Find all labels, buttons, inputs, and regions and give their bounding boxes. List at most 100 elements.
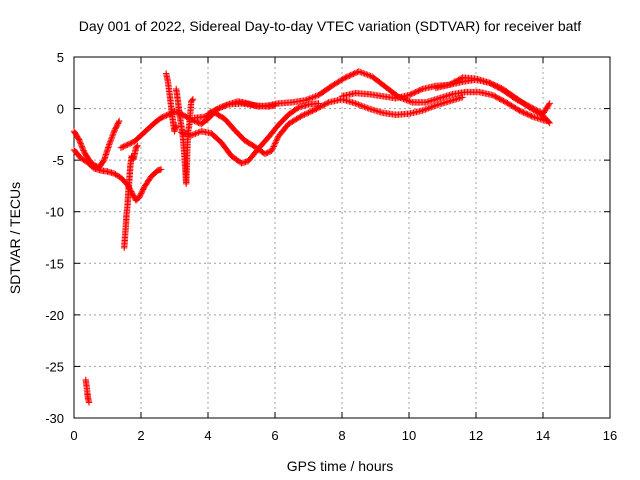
x-tick-label: 0	[70, 428, 77, 443]
data-point-marker	[409, 90, 417, 97]
data-point-marker	[412, 88, 419, 96]
data-point-marker	[315, 100, 322, 107]
data-point-marker	[120, 143, 127, 150]
series-arc-h	[178, 100, 322, 167]
data-point-marker	[545, 118, 552, 126]
data-points	[70, 68, 553, 406]
data-point-marker	[216, 104, 223, 112]
data-point-marker	[273, 137, 280, 144]
data-point-marker	[355, 68, 362, 75]
data-point-marker	[429, 103, 437, 110]
data-point-marker	[309, 107, 316, 115]
data-point-marker	[108, 135, 115, 142]
data-point-marker	[310, 93, 318, 101]
data-point-marker	[530, 105, 537, 112]
data-point-marker	[312, 106, 319, 113]
data-point-marker	[109, 132, 116, 139]
series-arc-c	[82, 376, 93, 406]
data-point-marker	[192, 130, 199, 137]
data-point-marker	[109, 131, 117, 138]
data-point-marker	[486, 79, 493, 86]
data-point-marker	[518, 98, 525, 106]
data-point-marker	[528, 113, 535, 120]
data-point-marker	[303, 96, 310, 103]
data-point-marker	[515, 106, 522, 114]
y-axis-label: SDTVAR / TECUs	[7, 182, 23, 294]
x-tick-label: 12	[469, 428, 483, 443]
x-tick-label: 10	[402, 428, 416, 443]
data-point-marker	[494, 83, 501, 91]
data-point-marker	[535, 108, 543, 115]
data-point-marker	[222, 102, 229, 109]
data-point-marker	[160, 113, 167, 120]
data-point-marker	[454, 77, 461, 84]
data-point-marker	[425, 105, 432, 112]
data-point-marker	[356, 101, 364, 109]
data-point-marker	[127, 140, 134, 147]
data-point-marker	[322, 100, 330, 108]
data-point-marker	[271, 141, 278, 149]
grid	[74, 57, 610, 418]
data-point-marker	[516, 107, 523, 114]
data-point-marker	[124, 141, 131, 148]
data-point-marker	[491, 82, 498, 89]
y-tick-label: -30	[45, 411, 64, 426]
data-point-marker	[313, 92, 321, 99]
data-point-marker	[273, 136, 281, 143]
data-point-marker	[189, 131, 196, 138]
data-point-marker	[269, 144, 277, 152]
data-point-marker	[521, 109, 529, 117]
data-point-marker	[357, 68, 364, 76]
data-point-marker	[107, 137, 115, 144]
data-point-marker	[490, 81, 497, 89]
x-tick-label: 4	[204, 428, 211, 443]
data-point-marker	[201, 113, 208, 121]
data-point-marker	[264, 149, 271, 156]
data-point-marker	[223, 101, 230, 109]
data-point-marker	[105, 141, 113, 148]
data-point-marker	[360, 69, 367, 77]
data-point-marker	[324, 99, 331, 107]
data-point-marker	[497, 96, 504, 103]
data-point-marker	[342, 74, 349, 81]
data-point-marker	[405, 91, 413, 99]
data-point-marker	[76, 139, 84, 146]
data-point-marker	[263, 150, 270, 157]
data-point-marker	[85, 399, 93, 406]
data-point-marker	[306, 108, 314, 116]
data-point-marker	[265, 148, 273, 156]
data-point-marker	[188, 97, 196, 104]
data-point-marker	[293, 105, 301, 112]
data-point-marker	[358, 102, 365, 109]
x-axis-label: GPS time / hours	[287, 458, 394, 474]
data-point-marker	[525, 111, 533, 119]
data-point-marker	[314, 104, 322, 112]
data-point-marker	[351, 70, 358, 77]
data-point-marker	[343, 73, 350, 81]
data-point-marker	[301, 111, 308, 118]
y-tick-label: -5	[52, 153, 64, 168]
data-point-marker	[408, 90, 415, 98]
data-point-marker	[493, 94, 500, 101]
data-point-marker	[301, 97, 309, 104]
data-point-marker	[523, 101, 531, 109]
series-arc-b	[70, 146, 165, 204]
x-tick-label: 14	[536, 428, 550, 443]
data-point-marker	[501, 98, 509, 105]
data-point-marker	[133, 143, 141, 150]
data-point-marker	[110, 129, 117, 136]
data-point-marker	[513, 96, 520, 103]
data-point-marker	[350, 70, 357, 78]
series-arc-l	[432, 74, 553, 117]
data-point-marker	[346, 72, 353, 79]
data-point-marker	[416, 87, 423, 94]
data-point-marker	[316, 104, 323, 111]
data-point-marker	[217, 104, 225, 111]
data-point-marker	[188, 132, 195, 139]
axis-ticks: 0 2 4 6 8 10 12 14 16 5 0 -5 -10 -15 -20 -25 -30	[45, 50, 617, 443]
data-point-marker	[419, 107, 426, 114]
data-point-marker	[353, 100, 361, 108]
data-point-marker	[496, 85, 504, 92]
data-point-marker	[533, 106, 540, 114]
data-point-marker	[189, 96, 197, 103]
